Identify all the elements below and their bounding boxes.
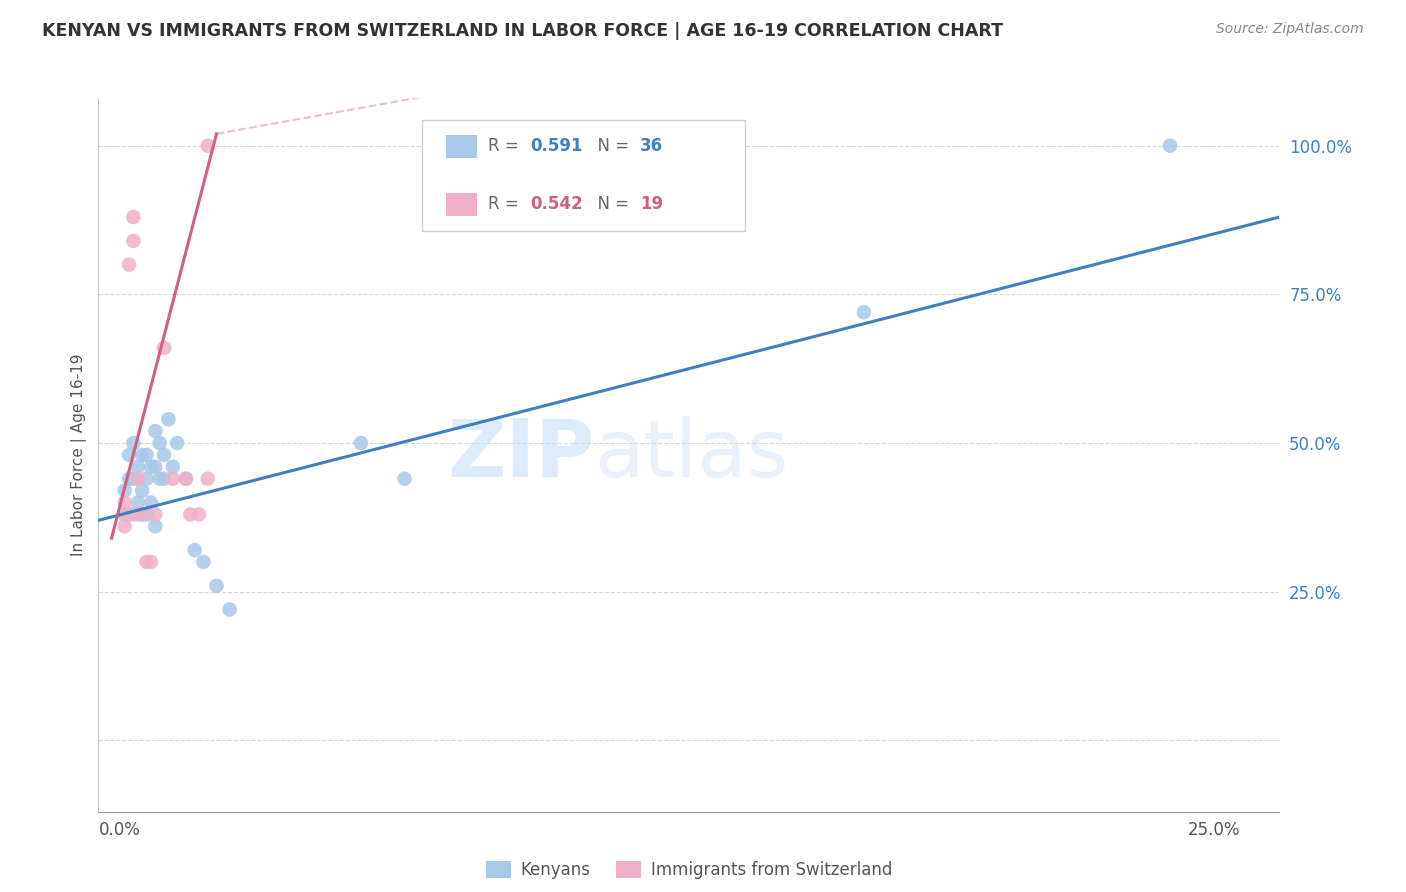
Point xyxy=(122,436,145,450)
Point xyxy=(1159,138,1181,153)
Text: ZIP: ZIP xyxy=(447,416,595,494)
Point xyxy=(162,459,184,474)
Point xyxy=(122,234,145,248)
Point xyxy=(197,138,219,153)
Point xyxy=(114,508,136,522)
Point xyxy=(139,495,162,509)
Point xyxy=(166,436,188,450)
Point xyxy=(218,602,240,616)
Point xyxy=(114,483,136,498)
Point xyxy=(131,448,153,462)
Text: 36: 36 xyxy=(640,137,664,155)
Point xyxy=(122,508,145,522)
Text: N =: N = xyxy=(586,195,634,213)
Point xyxy=(131,508,153,522)
Point xyxy=(350,436,373,450)
Text: 0.542: 0.542 xyxy=(530,195,583,213)
Point xyxy=(114,519,136,533)
Point xyxy=(143,424,166,438)
Point xyxy=(153,341,176,355)
Y-axis label: In Labor Force | Age 16-19: In Labor Force | Age 16-19 xyxy=(72,353,87,557)
Point xyxy=(131,508,153,522)
Point xyxy=(114,495,136,509)
Text: R =: R = xyxy=(488,137,524,155)
Point xyxy=(852,305,875,319)
Point xyxy=(143,519,166,533)
Point xyxy=(135,448,157,462)
Point xyxy=(197,472,219,486)
Text: R =: R = xyxy=(488,195,524,213)
Point xyxy=(127,495,149,509)
Point xyxy=(131,483,153,498)
Point xyxy=(143,508,166,522)
Point xyxy=(139,459,162,474)
Point xyxy=(153,472,176,486)
Point xyxy=(118,508,141,522)
Point xyxy=(118,472,141,486)
Text: atlas: atlas xyxy=(595,416,789,494)
Text: KENYAN VS IMMIGRANTS FROM SWITZERLAND IN LABOR FORCE | AGE 16-19 CORRELATION CHA: KENYAN VS IMMIGRANTS FROM SWITZERLAND IN… xyxy=(42,22,1002,40)
Point xyxy=(127,508,149,522)
Text: 0.591: 0.591 xyxy=(530,137,583,155)
Point xyxy=(135,555,157,569)
Text: N =: N = xyxy=(586,137,634,155)
Point xyxy=(193,555,215,569)
Text: 19: 19 xyxy=(640,195,664,213)
Point xyxy=(143,459,166,474)
Point xyxy=(139,555,162,569)
Point xyxy=(157,412,180,426)
Point xyxy=(149,436,172,450)
Text: Source: ZipAtlas.com: Source: ZipAtlas.com xyxy=(1216,22,1364,37)
Point xyxy=(122,472,145,486)
Point xyxy=(188,508,211,522)
Point xyxy=(127,459,149,474)
Point xyxy=(162,472,184,486)
Point xyxy=(205,579,228,593)
Point xyxy=(118,448,141,462)
Point xyxy=(179,508,201,522)
Point xyxy=(122,210,145,224)
Point xyxy=(135,472,157,486)
Point xyxy=(127,472,149,486)
Point xyxy=(118,258,141,272)
Point xyxy=(394,472,416,486)
Point xyxy=(174,472,197,486)
Point xyxy=(149,472,172,486)
Point xyxy=(174,472,197,486)
Point xyxy=(183,543,205,558)
Point xyxy=(135,508,157,522)
Point xyxy=(153,448,176,462)
Legend: Kenyans, Immigrants from Switzerland: Kenyans, Immigrants from Switzerland xyxy=(479,854,898,886)
